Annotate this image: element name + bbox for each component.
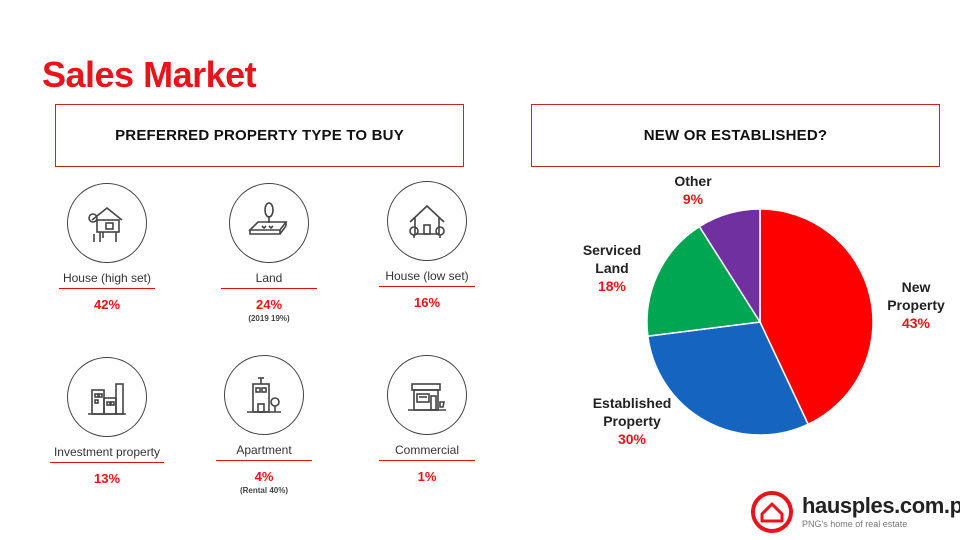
pie-label-other: Other 9% — [674, 173, 712, 207]
pie-label-value: 43% — [902, 315, 931, 331]
property-type-heading-box: PREFERRED PROPERTY TYPE TO BUY — [55, 104, 464, 167]
property-type-value: 4% — [254, 469, 274, 484]
new-or-established-pie-chart: New Property 43% Established Property 30% Serv… — [583, 173, 945, 447]
pie-slice-new-property — [759, 208, 874, 426]
pie-slice-established-property — [647, 321, 810, 436]
apartment-icon — [224, 355, 304, 435]
new-or-established-heading-box: NEW OR ESTABLISHED? — [531, 104, 940, 167]
property-type-note: (Rental 40%) — [239, 486, 288, 495]
property-type-label: Commercial — [379, 443, 475, 461]
property-type-heading: PREFERRED PROPERTY TYPE TO BUY — [115, 127, 404, 144]
property-type-value: 42% — [93, 297, 121, 312]
house-low-set-icon — [387, 181, 467, 261]
pie-label-text: Other — [674, 173, 712, 189]
property-type-value: 1% — [417, 469, 437, 484]
property-type-land: Land 24% (2019 19%) — [209, 183, 329, 323]
pie-label-text: Land — [595, 260, 628, 276]
property-type-value: 24% — [255, 297, 283, 312]
page-title: Sales Market — [42, 54, 257, 95]
brand-name: hausples.com.pg — [802, 492, 960, 518]
investment-property-icon — [67, 357, 147, 437]
property-type-house-low-set: House (low set) 16% — [367, 181, 487, 310]
land-icon — [229, 183, 309, 263]
hausples-house-icon — [751, 491, 793, 533]
property-type-label: Land — [221, 271, 317, 289]
pie-label-text: Established — [593, 395, 672, 411]
property-type-label: Investment property — [49, 445, 165, 463]
pie-slice-serviced-land — [646, 225, 762, 338]
property-type-label: House (low set) — [379, 269, 475, 287]
house-high-set-icon — [67, 183, 147, 263]
property-type-apartment: Apartment 4% (Rental 40%) — [204, 355, 324, 495]
property-type-house-high-set: House (high set) 42% — [47, 183, 167, 312]
pie-label-value: 9% — [683, 191, 704, 207]
pie-slice-other — [698, 208, 761, 325]
property-type-label: Apartment — [216, 443, 312, 461]
pie-label-text: Serviced — [583, 242, 641, 258]
pie-label-text: New — [902, 279, 931, 295]
pie-label-value: 18% — [598, 278, 627, 294]
pie-label-established-property: Established Property 30% — [593, 395, 672, 447]
hausples-logo: hausples.com.pg PNG's home of real estat… — [750, 490, 960, 534]
property-type-value: 16% — [413, 295, 441, 310]
property-type-label: House (high set) — [58, 271, 156, 289]
pie-label-value: 30% — [618, 431, 647, 447]
pie-label-text: Property — [603, 413, 661, 429]
property-type-value: 13% — [93, 471, 121, 486]
property-type-commercial: Commercial 1% — [367, 355, 487, 484]
pie-label-text: Property — [887, 297, 945, 313]
property-type-investment-property: Investment property 13% — [47, 357, 167, 486]
pie-label-serviced-land: Serviced Land 18% — [583, 242, 641, 294]
brand-tagline: PNG's home of real estate — [802, 518, 908, 529]
property-type-note: (2019 19%) — [248, 314, 290, 323]
pie-label-new-property: New Property 43% — [887, 279, 945, 331]
commercial-icon — [387, 355, 467, 435]
new-or-established-heading: NEW OR ESTABLISHED? — [643, 127, 828, 144]
